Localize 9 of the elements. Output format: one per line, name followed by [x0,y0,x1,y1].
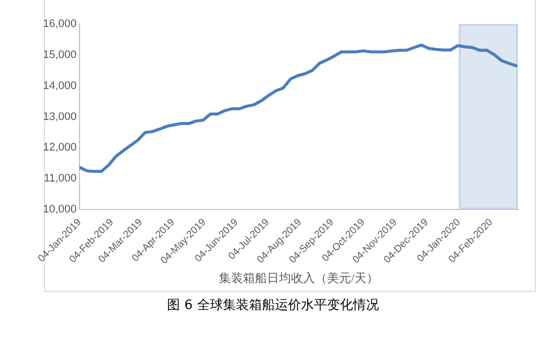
text: 图 6 全球集装箱船运价水平变化情况 [166,297,380,314]
x-axis-title: 集装箱船日均收入（美元/天） [219,270,378,285]
y-tick-label: 11,000 [44,172,77,185]
y-tick-label: 12,000 [42,142,77,154]
y-tick-label: 15,000 [42,48,77,61]
y-tick-label: 13,000 [42,110,77,123]
y-tick-label: 10,000 [42,203,77,216]
y-tick-label: 14,000 [42,80,77,92]
y-tick-label: 16,000 [42,18,77,30]
